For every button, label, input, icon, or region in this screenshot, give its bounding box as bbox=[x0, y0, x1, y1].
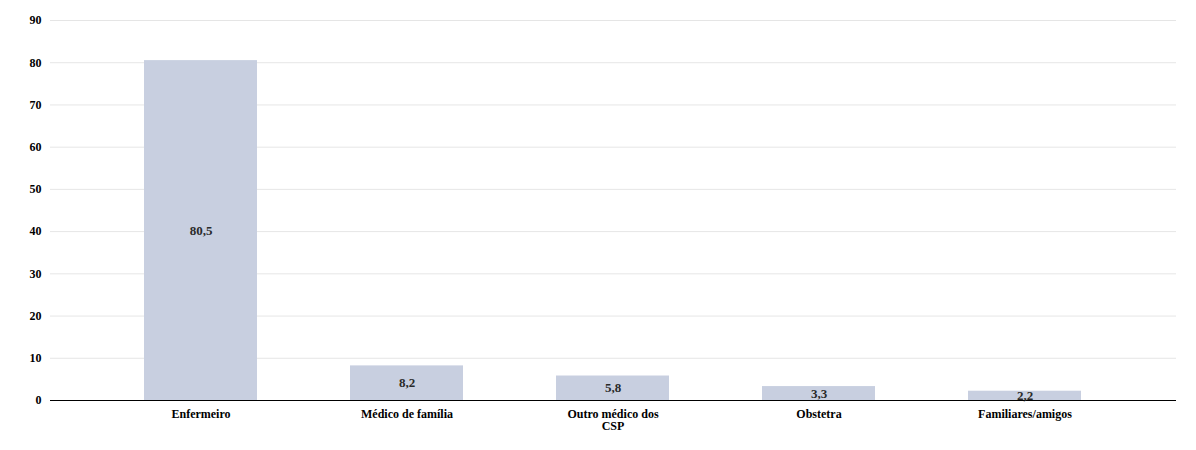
svg-text:Enfermeiro: Enfermeiro bbox=[171, 407, 230, 421]
svg-text:8,2: 8,2 bbox=[399, 375, 415, 390]
svg-text:Outro médico dosCSP: Outro médico dosCSP bbox=[567, 407, 658, 433]
svg-text:90: 90 bbox=[30, 13, 42, 27]
svg-text:Familiares/amigos: Familiares/amigos bbox=[978, 407, 1072, 421]
svg-text:5,8: 5,8 bbox=[605, 380, 622, 395]
svg-text:30: 30 bbox=[30, 267, 42, 281]
svg-text:60: 60 bbox=[30, 140, 42, 154]
svg-text:10: 10 bbox=[30, 351, 42, 365]
svg-text:2,2: 2,2 bbox=[1017, 388, 1033, 403]
svg-text:70: 70 bbox=[30, 98, 42, 112]
svg-text:Obstetra: Obstetra bbox=[796, 407, 841, 421]
svg-text:50: 50 bbox=[30, 182, 42, 196]
svg-text:20: 20 bbox=[30, 309, 42, 323]
svg-text:40: 40 bbox=[30, 224, 42, 238]
svg-text:80,5: 80,5 bbox=[190, 223, 213, 238]
svg-text:0: 0 bbox=[36, 393, 42, 407]
svg-text:80: 80 bbox=[30, 56, 42, 70]
svg-text:Médico de família: Médico de família bbox=[361, 407, 453, 421]
svg-text:3,3: 3,3 bbox=[811, 386, 828, 401]
